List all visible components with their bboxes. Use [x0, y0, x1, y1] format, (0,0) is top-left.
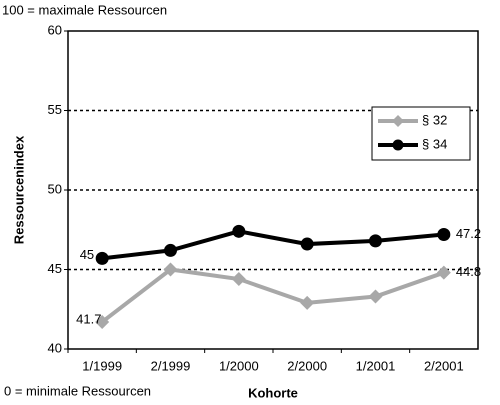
point [436, 265, 451, 280]
data-label: 47.2 [456, 226, 481, 241]
y-axis-label: Ressourcenindex [11, 135, 26, 244]
point [368, 289, 383, 304]
y-tick-label: 45 [48, 261, 62, 276]
point [163, 262, 178, 277]
x-tick-label: 2/1999 [151, 358, 191, 373]
point [95, 251, 109, 265]
annotation: 45 [80, 247, 94, 262]
point [300, 295, 315, 310]
data-label: 41.7 [76, 311, 101, 326]
point [300, 237, 314, 251]
legend-box [371, 106, 471, 161]
point [232, 224, 246, 238]
y-tick-label: 55 [48, 102, 62, 117]
x-tick-label: 1/2001 [356, 358, 396, 373]
x-tick-label: 1/1999 [82, 358, 122, 373]
legend-label: § 32 [422, 112, 447, 127]
y-tick-label: 40 [48, 340, 62, 355]
point [437, 228, 451, 242]
y-tick-label: 50 [48, 181, 62, 196]
point [231, 272, 246, 287]
y-tick-label: 60 [48, 22, 62, 37]
x-tick-label: 2/2001 [424, 358, 464, 373]
data-label: 44.8 [456, 264, 481, 279]
legend-marker [392, 115, 404, 127]
x-axis-label: Kohorte [248, 385, 298, 400]
x-tick-label: 2/2000 [287, 358, 327, 373]
series-line [100, 267, 445, 324]
legend-marker [392, 139, 404, 151]
series-line [101, 229, 445, 261]
legend-label: § 34 [422, 136, 447, 151]
top-note: 100 = maximale Ressourcen [2, 2, 167, 17]
bottom-note: 0 = minimale Ressourcen [4, 383, 151, 398]
point [95, 314, 110, 329]
point [164, 243, 177, 257]
x-tick-label: 1/2000 [219, 358, 259, 373]
point [369, 234, 382, 248]
